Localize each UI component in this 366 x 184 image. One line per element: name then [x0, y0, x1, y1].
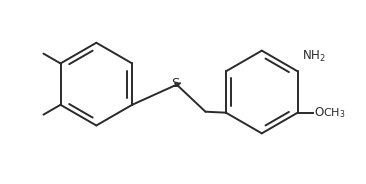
- Text: CH$_3$: CH$_3$: [323, 106, 346, 120]
- Text: S: S: [171, 77, 179, 90]
- Text: NH$_2$: NH$_2$: [302, 49, 325, 64]
- Text: O: O: [314, 106, 324, 119]
